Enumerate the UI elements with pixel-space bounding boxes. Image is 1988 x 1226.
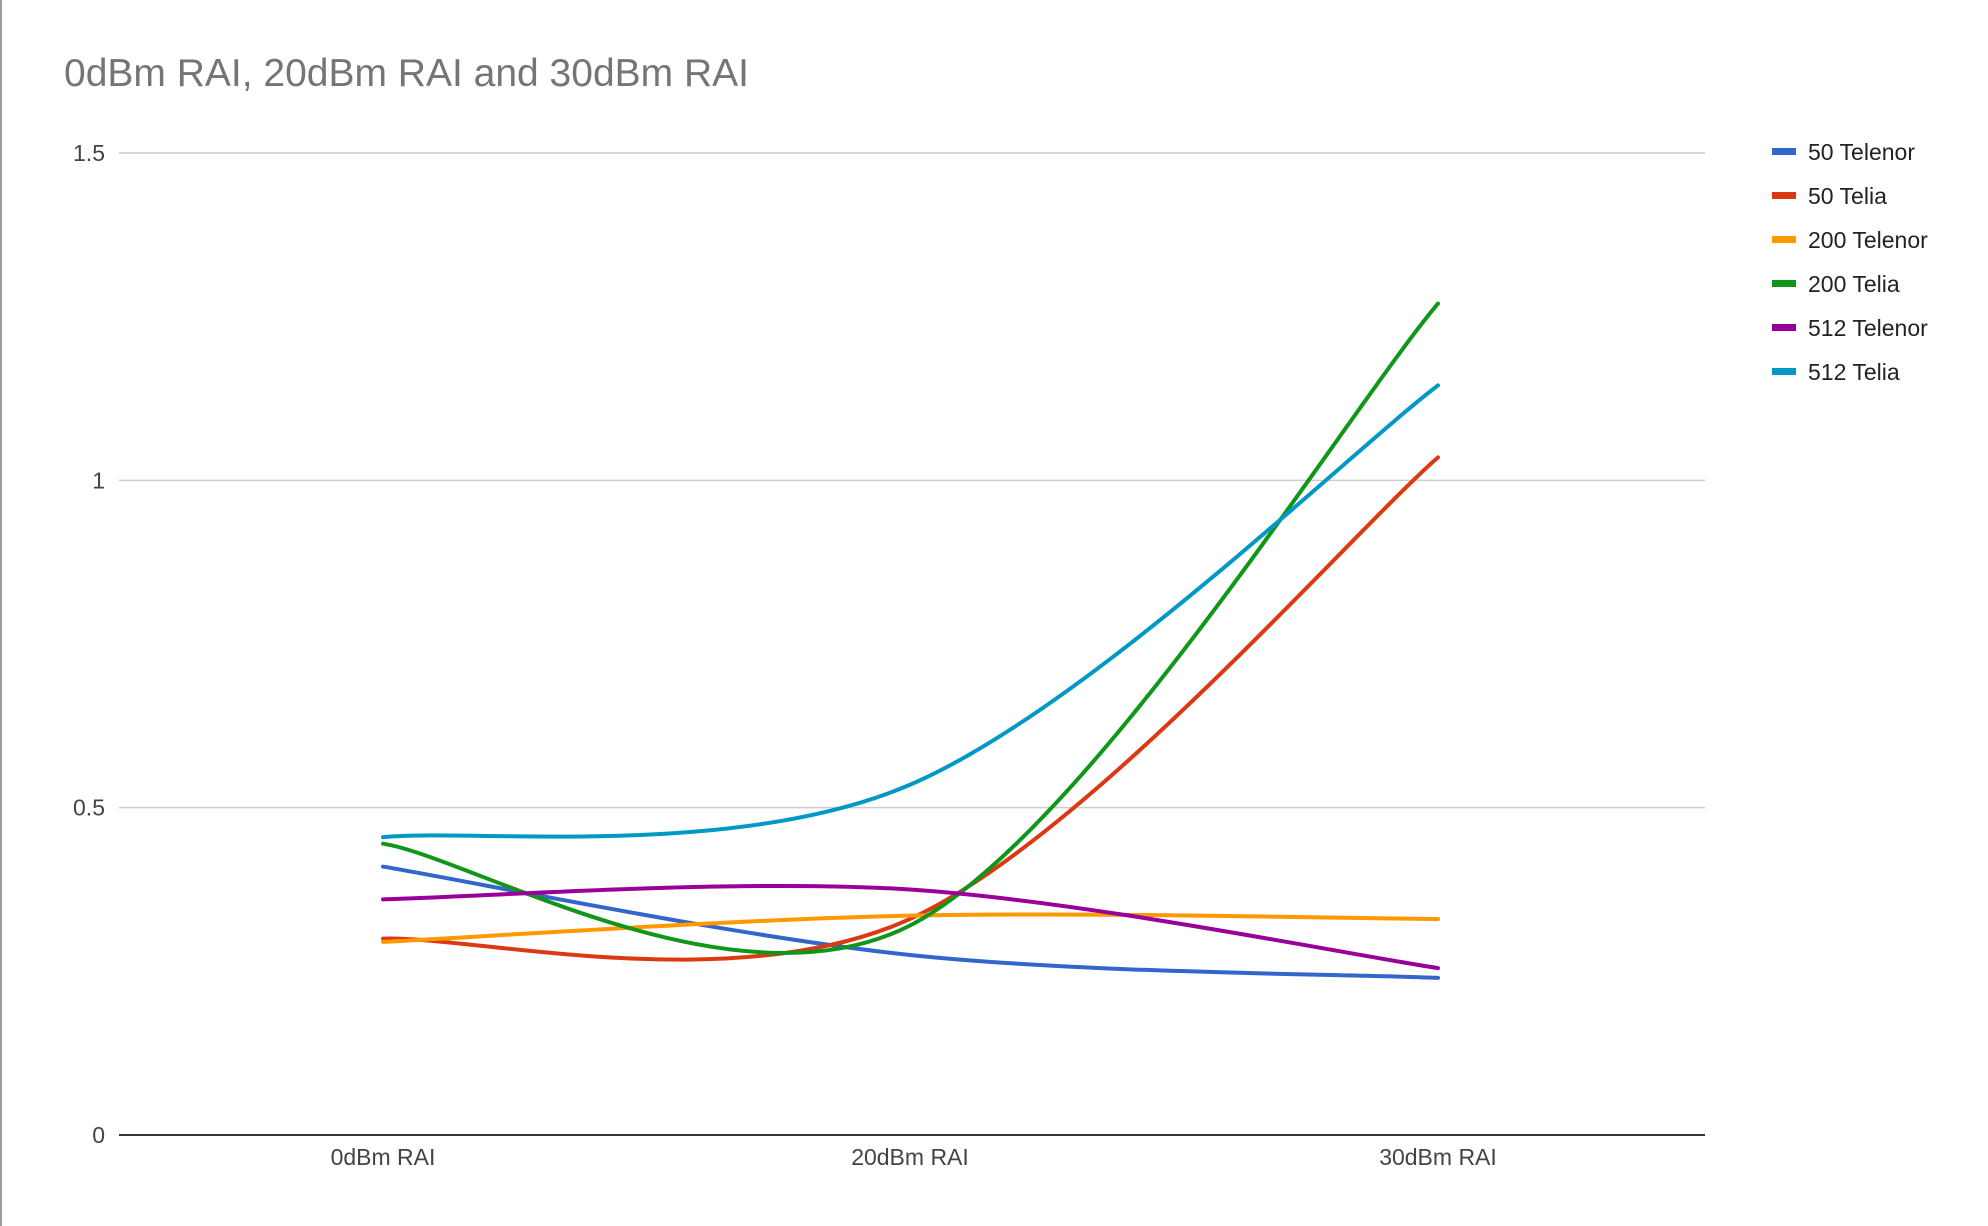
legend-label-512-telia: 512 Telia — [1808, 359, 1900, 385]
legend-swatch-200-telia — [1772, 280, 1796, 287]
legend-label-50-telenor: 50 Telenor — [1808, 139, 1915, 165]
chart-title: 0dBm RAI, 20dBm RAI and 30dBm RAI — [64, 52, 749, 95]
series-line-50-telenor — [381, 864, 1440, 980]
y-tick-label: 0.5 — [73, 795, 105, 821]
x-tick-label: 30dBm RAI — [1379, 1144, 1497, 1170]
series-line-512-telia — [381, 383, 1440, 840]
y-tick-label: 0 — [92, 1122, 105, 1148]
legend-swatch-512-telenor — [1772, 324, 1796, 331]
x-tick-label: 20dBm RAI — [851, 1144, 969, 1170]
legend-label-200-telia: 200 Telia — [1808, 271, 1900, 297]
y-tick-label: 1.5 — [73, 140, 105, 166]
y-tick-label: 1 — [92, 467, 105, 493]
series-line-200-telia — [381, 301, 1440, 955]
legend-label-50-telia: 50 Telia — [1808, 183, 1887, 209]
legend-label-200-telenor: 200 Telenor — [1808, 227, 1928, 253]
legend-swatch-50-telenor — [1772, 148, 1796, 155]
legend-swatch-512-telia — [1772, 368, 1796, 375]
legend-label-512-telenor: 512 Telenor — [1808, 315, 1928, 341]
series-line-50-telia — [381, 455, 1440, 962]
x-tick-label: 0dBm RAI — [331, 1144, 436, 1170]
legend-swatch-50-telia — [1772, 192, 1796, 199]
series-line-512-telenor — [381, 883, 1440, 971]
legend-swatch-200-telenor — [1772, 236, 1796, 243]
